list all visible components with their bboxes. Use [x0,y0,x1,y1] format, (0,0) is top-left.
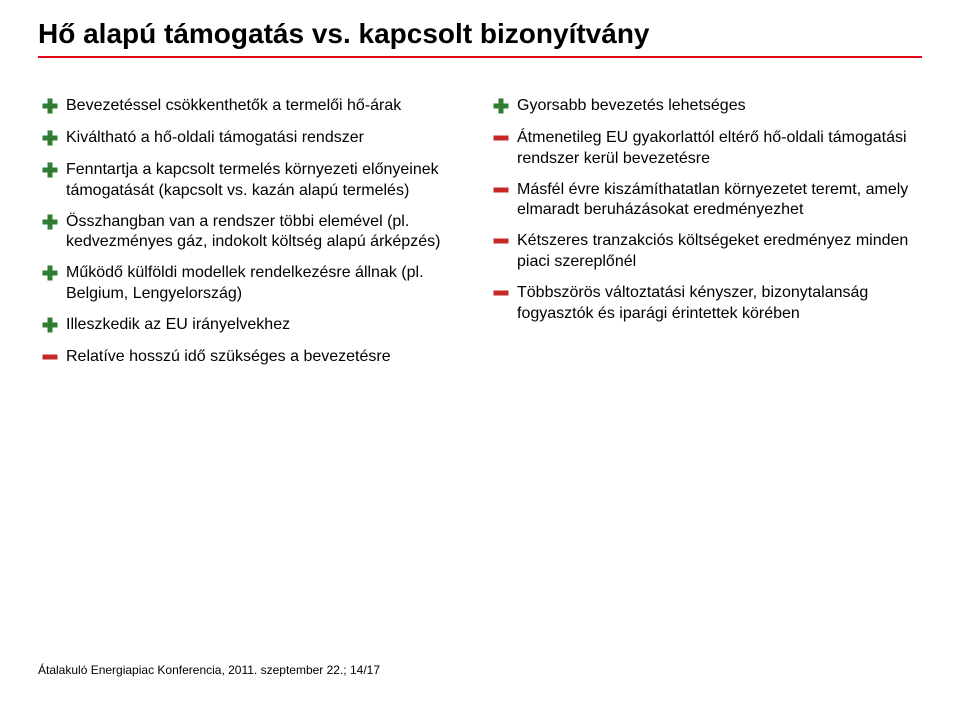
columns: Bevezetéssel csökkenthetők a termelői hő… [38,94,922,377]
list-item: Többszörös változtatási kényszer, bizony… [489,281,922,325]
plus-icon [38,126,62,150]
list-item: Összhangban van a rendszer többi eleméve… [38,210,471,254]
list-item: Kiváltható a hő-oldali támogatási rendsz… [38,126,471,150]
list-item: Másfél évre kiszámíthatatlan környezetet… [489,178,922,222]
plus-icon [489,94,513,118]
left-column: Bevezetéssel csökkenthetők a termelői hő… [38,94,471,377]
slide-title: Hő alapú támogatás vs. kapcsolt bizonyít… [38,18,922,50]
list-item-text: Kiváltható a hő-oldali támogatási rendsz… [66,126,471,149]
list-item-text: Összhangban van a rendszer többi eleméve… [66,210,471,254]
list-item-text: Relatíve hosszú idő szükséges a bevezeté… [66,345,471,368]
list-item: Kétszeres tranzakciós költségeket eredmé… [489,229,922,273]
footer-text: Átalakuló Energiapiac Konferencia, 2011.… [38,663,380,677]
list-item: Illeszkedik az EU irányelvekhez [38,313,471,337]
list-item-text: Kétszeres tranzakciós költségeket eredmé… [517,229,922,273]
plus-icon [38,158,62,182]
title-rule [38,56,922,58]
list-item-text: Bevezetéssel csökkenthetők a termelői hő… [66,94,471,117]
list-item-text: Működő külföldi modellek rendelkezésre á… [66,261,471,305]
plus-icon [38,261,62,285]
list-item: Működő külföldi modellek rendelkezésre á… [38,261,471,305]
list-item-text: Többszörös változtatási kényszer, bizony… [517,281,922,325]
minus-icon [489,281,513,305]
plus-icon [38,94,62,118]
list-item: Relatíve hosszú idő szükséges a bevezeté… [38,345,471,369]
slide: Hő alapú támogatás vs. kapcsolt bizonyít… [0,0,960,703]
plus-icon [38,210,62,234]
list-item: Gyorsabb bevezetés lehetséges [489,94,922,118]
list-item: Bevezetéssel csökkenthetők a termelői hő… [38,94,471,118]
list-item: Fenntartja a kapcsolt termelés környezet… [38,158,471,202]
minus-icon [489,229,513,253]
list-item-text: Másfél évre kiszámíthatatlan környezetet… [517,178,922,222]
list-item-text: Fenntartja a kapcsolt termelés környezet… [66,158,471,202]
list-item-text: Átmenetileg EU gyakorlattól eltérő hő-ol… [517,126,922,170]
list-item-text: Gyorsabb bevezetés lehetséges [517,94,922,117]
minus-icon [489,178,513,202]
minus-icon [489,126,513,150]
minus-icon [38,345,62,369]
list-item-text: Illeszkedik az EU irányelvekhez [66,313,471,336]
list-item: Átmenetileg EU gyakorlattól eltérő hő-ol… [489,126,922,170]
right-column: Gyorsabb bevezetés lehetséges Átmenetileg… [489,94,922,377]
plus-icon [38,313,62,337]
